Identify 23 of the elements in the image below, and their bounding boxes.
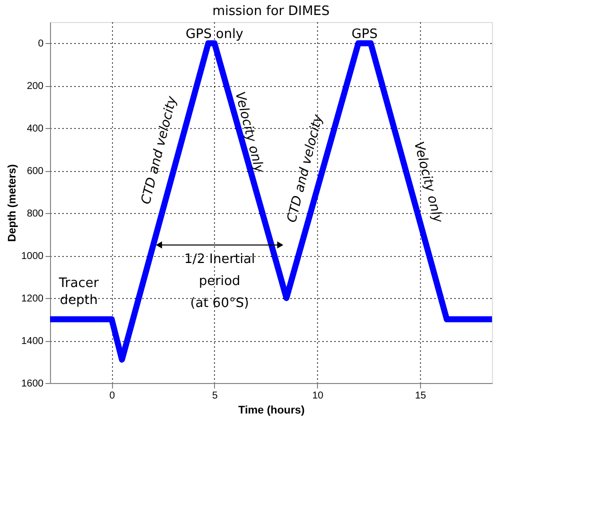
annotation: GPS only bbox=[186, 27, 244, 42]
x-tick-label: 15 bbox=[414, 390, 427, 402]
y-tick-label: 1400 bbox=[21, 336, 44, 348]
y-tick-label: 600 bbox=[26, 166, 44, 178]
annotation: CTD and velocity bbox=[284, 112, 326, 224]
y-tick-label: 0 bbox=[38, 38, 44, 50]
x-tick-label: 5 bbox=[212, 390, 218, 402]
annotation: Velocity only bbox=[410, 140, 446, 225]
y-tick-label: 400 bbox=[26, 124, 44, 135]
annotation: Velocity only bbox=[232, 90, 266, 175]
y-tick-label: 1200 bbox=[21, 294, 44, 305]
x-tick-label: 10 bbox=[312, 390, 324, 402]
y-tick-label: 800 bbox=[26, 208, 44, 220]
y-axis-title: Depth (meters) bbox=[6, 164, 18, 242]
x-tick-label: 0 bbox=[109, 390, 116, 402]
y-tick-label: 1000 bbox=[21, 251, 44, 262]
annotation: GPS bbox=[351, 27, 378, 42]
x-axis-title: Time (hours) bbox=[238, 404, 306, 416]
y-tick-label: 1600 bbox=[21, 378, 44, 390]
chart-title: mission for DIMES bbox=[212, 4, 330, 19]
y-tick-label: 200 bbox=[26, 81, 44, 92]
annotation: CTD and velocity bbox=[138, 94, 180, 206]
annotation: Tracer depth bbox=[58, 276, 100, 308]
